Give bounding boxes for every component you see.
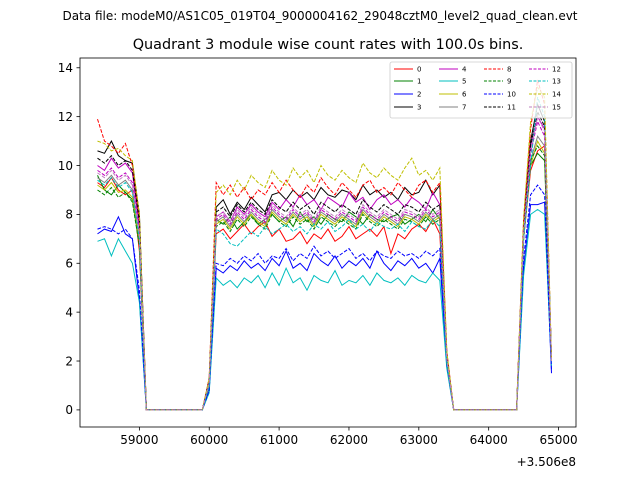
legend-label-14: 14 [552, 91, 561, 99]
x-axis: 59000 60000 61000 62000 63000 64000 65000 [120, 427, 578, 447]
x-tick-label: 64000 [470, 433, 508, 447]
legend-label-8: 8 [507, 66, 511, 74]
legend-label-2: 2 [417, 91, 421, 99]
legend-label-4: 4 [462, 66, 467, 74]
legend-label-5: 5 [462, 78, 466, 86]
series-line-15 [97, 115, 552, 411]
series-group [97, 79, 552, 411]
legend-label-1: 1 [417, 78, 421, 86]
legend-label-13: 13 [552, 78, 561, 86]
plot-frame [79, 57, 577, 428]
chart-supertitle: Data file: modeM0/AS1C05_019T04_90000041… [62, 9, 577, 23]
x-tick-label: 60000 [190, 433, 228, 447]
x-tick-label: 63000 [400, 433, 438, 447]
y-tick-label: 6 [65, 257, 73, 271]
y-tick-label: 14 [58, 61, 73, 75]
legend-label-11: 11 [507, 104, 516, 112]
chart-title: Quadrant 3 module wise count rates with … [133, 37, 524, 53]
legend-frame [389, 61, 573, 119]
x-tick-label: 61000 [260, 433, 298, 447]
legend-label-15: 15 [552, 104, 561, 112]
y-axis: 0 2 4 6 8 10 12 14 [58, 61, 80, 417]
y-tick-label: 10 [58, 159, 73, 173]
x-tick-label: 65000 [539, 433, 577, 447]
y-tick-label: 8 [65, 208, 73, 222]
legend-label-12: 12 [552, 66, 561, 74]
series-line-12 [97, 119, 552, 411]
legend-label-6: 6 [462, 91, 467, 99]
plot-area [80, 58, 576, 427]
y-tick-label: 12 [58, 110, 73, 124]
series-line-13 [97, 96, 552, 411]
y-tick-label: 0 [65, 403, 73, 417]
y-tick-label: 2 [65, 354, 73, 368]
legend-label-7: 7 [462, 104, 466, 112]
y-tick-label: 4 [65, 305, 73, 319]
x-tick-label: 59000 [120, 433, 158, 447]
x-offset-label: +3.506e8 [517, 455, 576, 469]
legend-label-0: 0 [417, 66, 421, 74]
legend-label-9: 9 [507, 78, 511, 86]
legend-label-3: 3 [417, 104, 421, 112]
x-tick-label: 62000 [330, 433, 368, 447]
legend-label-10: 10 [507, 91, 516, 99]
series-line-14 [97, 86, 552, 411]
